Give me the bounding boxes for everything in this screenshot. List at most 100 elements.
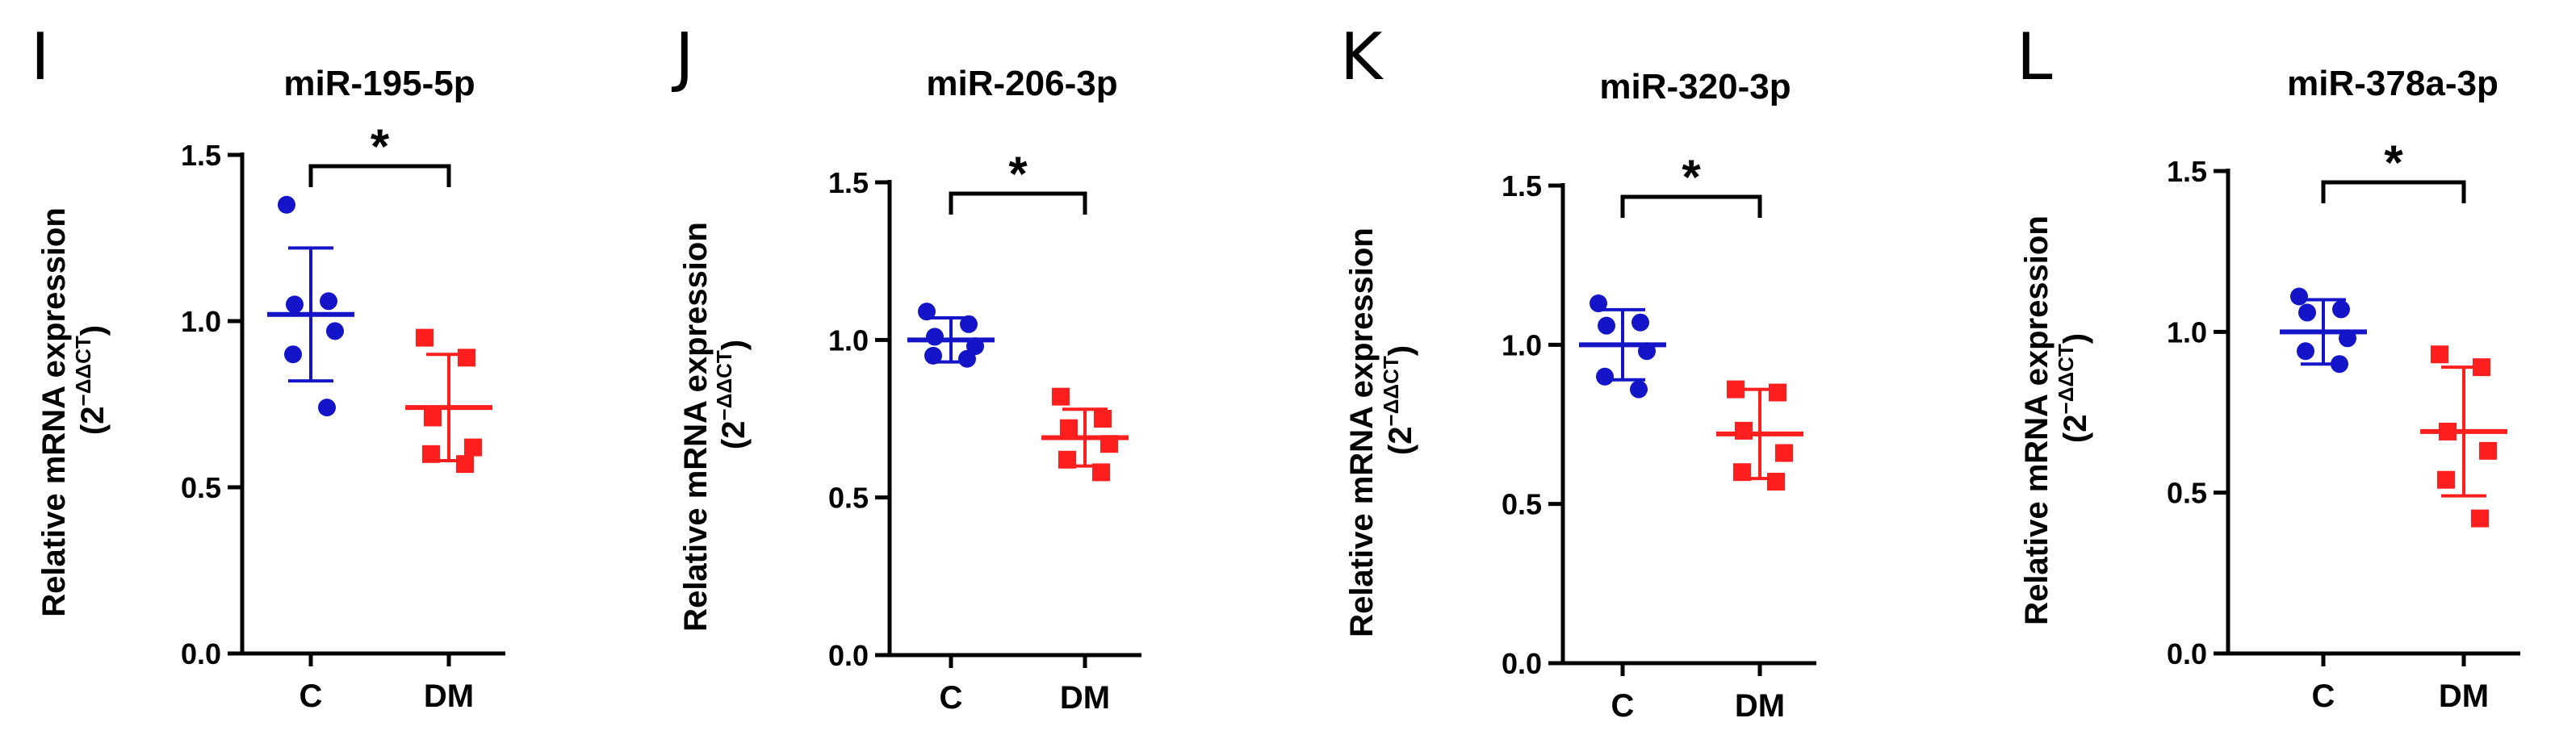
series-dm	[1716, 380, 1803, 491]
y-tick-label: 1.0	[1502, 328, 1542, 361]
y-axis-unit: (2−ΔΔCT)	[2054, 333, 2093, 443]
panel-letter: J	[671, 19, 694, 94]
data-point	[1598, 316, 1615, 335]
series-c	[2280, 287, 2367, 374]
data-point	[1060, 419, 1078, 437]
y-tick-label: 0.0	[2167, 637, 2207, 670]
significance-star: *	[371, 119, 390, 173]
y-tick-label: 1.5	[181, 139, 221, 172]
data-point	[958, 349, 976, 368]
data-point	[1631, 313, 1649, 332]
x-tick-label: DM	[2439, 678, 2489, 714]
data-point	[2298, 303, 2316, 322]
data-point	[456, 455, 474, 474]
panel-letter: L	[2017, 19, 2053, 94]
y-tick-label: 0.0	[828, 639, 869, 672]
panel-letter: I	[31, 19, 50, 94]
data-point	[320, 292, 337, 311]
panel-letter: K	[1340, 19, 1384, 94]
data-point	[416, 328, 434, 347]
y-tick-label: 0.0	[1502, 647, 1542, 680]
y-tick-label: 1.5	[828, 166, 869, 199]
data-point	[2437, 470, 2455, 489]
data-point	[278, 195, 295, 214]
chart-title: miR-378a-3p	[2287, 64, 2499, 103]
data-point	[286, 295, 304, 314]
data-point	[1735, 421, 1753, 440]
series-dm	[405, 328, 492, 474]
x-tick-label: DM	[1735, 688, 1785, 724]
data-point	[424, 408, 442, 427]
data-point	[458, 349, 475, 367]
data-point	[1733, 463, 1751, 482]
chart-title: miR-195-5p	[283, 64, 475, 103]
data-point	[1769, 383, 1786, 402]
data-point	[2471, 509, 2489, 528]
x-tick-label: C	[940, 680, 963, 716]
significance-bracket: *	[1620, 150, 1762, 218]
y-tick-label: 1.0	[2167, 315, 2207, 349]
data-point	[1052, 387, 1070, 406]
data-point	[422, 445, 440, 463]
data-point	[1775, 444, 1793, 462]
data-point	[1094, 410, 1112, 428]
y-axis-unit: (2−ΔΔCT)	[712, 340, 752, 449]
y-axis-label: Relative mRNA expression	[2019, 215, 2055, 625]
significance-bracket: *	[2321, 136, 2466, 203]
series-dm	[1041, 387, 1129, 482]
data-point	[960, 315, 978, 333]
chart-title: miR-320-3p	[1599, 67, 1791, 106]
series-c	[267, 195, 354, 417]
significance-bracket: *	[308, 119, 451, 187]
significance-star: *	[1682, 150, 1701, 204]
bracket-line	[308, 164, 451, 187]
data-point	[284, 345, 302, 364]
y-tick-label: 1.5	[2167, 155, 2207, 188]
x-tick-label: C	[1611, 688, 1635, 724]
data-point	[326, 322, 344, 340]
data-point	[2297, 342, 2314, 361]
y-axis-label: Relative mRNA expression	[1344, 228, 1380, 637]
significance-star: *	[1008, 147, 1028, 201]
y-axis-unit: (2−ΔΔCT)	[1379, 345, 1418, 455]
series-dm	[2420, 345, 2507, 528]
bracket-line	[949, 191, 1087, 215]
data-point	[2479, 441, 2497, 460]
x-tick-label: C	[2312, 678, 2335, 714]
y-tick-label: 0.5	[1502, 488, 1542, 521]
data-point	[924, 346, 942, 365]
data-point	[1630, 380, 1648, 399]
data-point	[2431, 345, 2448, 364]
bracket-line	[2321, 180, 2466, 203]
y-tick-label: 0.0	[181, 637, 221, 670]
x-tick-label: C	[299, 678, 323, 714]
chart-title: miR-206-3p	[926, 64, 1117, 103]
y-tick-label: 1.0	[181, 305, 221, 338]
data-point	[1727, 380, 1745, 399]
data-point	[1767, 473, 1785, 491]
y-tick-label: 1.5	[1502, 169, 1542, 202]
x-tick-label: DM	[424, 678, 474, 714]
y-tick-label: 0.5	[828, 482, 869, 515]
data-point	[1590, 294, 1607, 313]
data-point	[2290, 287, 2308, 306]
y-tick-label: 1.0	[828, 324, 869, 357]
y-tick-label: 0.5	[2167, 477, 2207, 510]
y-axis-unit: (2−ΔΔCT)	[71, 325, 111, 435]
data-point	[1596, 367, 1614, 386]
significance-bracket: *	[949, 147, 1087, 215]
data-point	[1092, 463, 1110, 482]
y-axis-label: Relative mRNA expression	[678, 222, 714, 632]
data-point	[1058, 450, 1076, 469]
series-c	[907, 303, 995, 368]
series-c	[1579, 294, 1666, 399]
x-tick-label: DM	[1060, 680, 1110, 716]
significance-star: *	[2384, 136, 2403, 190]
data-point	[2332, 300, 2350, 319]
data-point	[926, 328, 944, 346]
